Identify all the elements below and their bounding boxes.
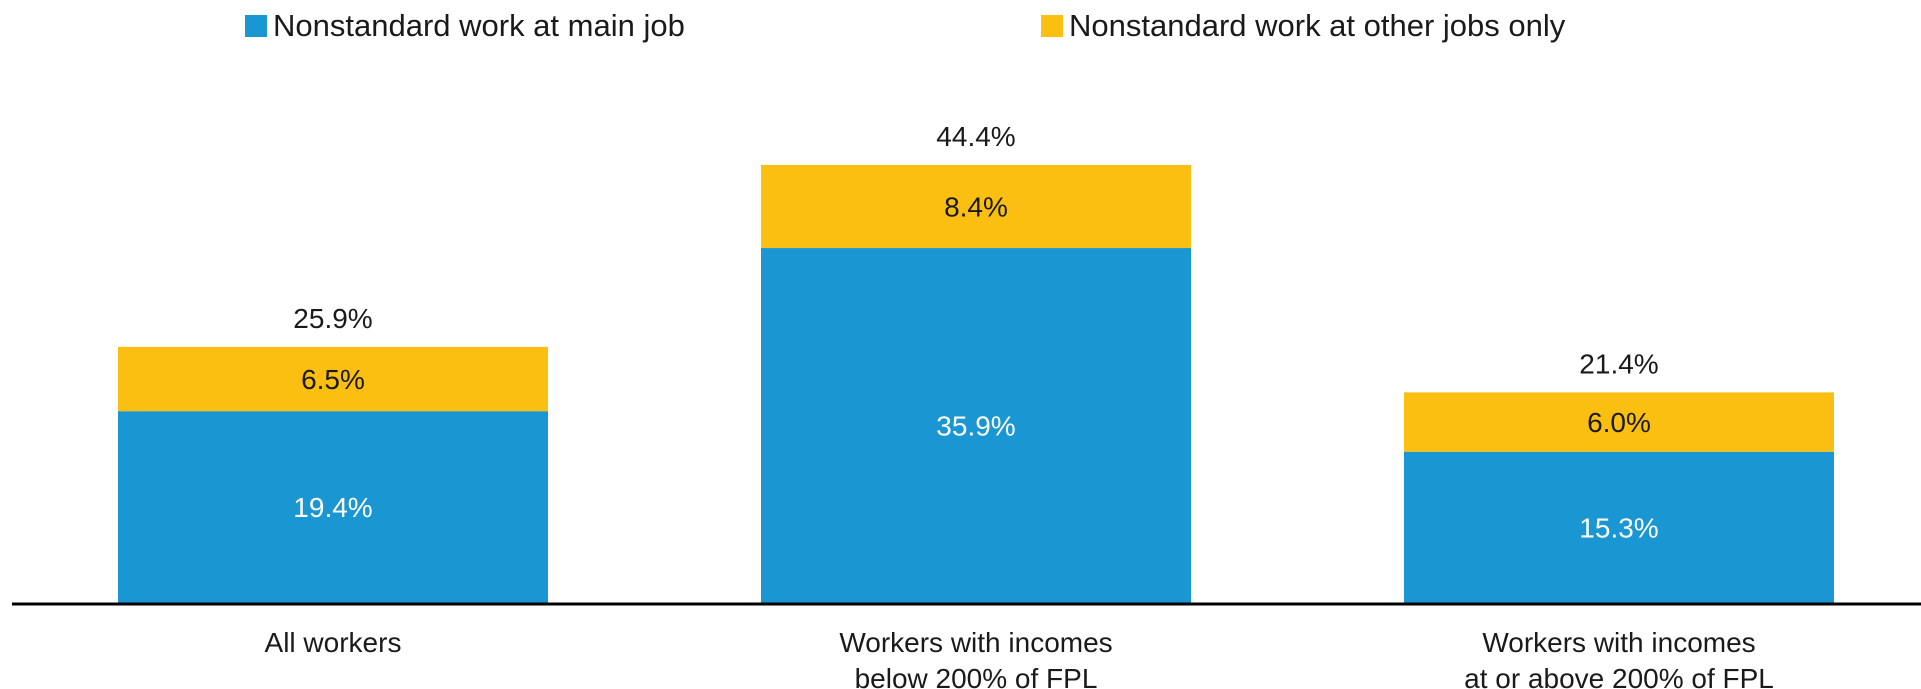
legend-label-other-jobs: Nonstandard work at other jobs only: [1069, 8, 1566, 43]
legend-swatch-other-jobs: [1041, 15, 1063, 37]
data-label-main-job-2: 15.3%: [1579, 512, 1658, 543]
bar-segment-other-jobs-2: [1404, 392, 1834, 452]
total-label-1: 44.4%: [936, 121, 1015, 152]
bar-segment-main-job-1: [761, 248, 1191, 603]
category-label-2-line-1: at or above 200% of FPL: [1464, 663, 1774, 689]
data-label-main-job-0: 19.4%: [293, 492, 372, 523]
category-label-2-line-0: Workers with incomes: [1482, 627, 1755, 658]
data-label-other-jobs-2: 6.0%: [1587, 407, 1651, 438]
bar-segment-other-jobs-0: [118, 346, 548, 412]
legend-label-main-job: Nonstandard work at main job: [273, 8, 685, 43]
bar-segment-main-job-0: [118, 411, 548, 603]
category-label-0: All workers: [265, 627, 402, 658]
legend-item-other-jobs: Nonstandard work at other jobs only: [1041, 8, 1565, 44]
legend-swatch-main-job: [245, 15, 267, 37]
legend-item-main-job: Nonstandard work at main job: [245, 8, 685, 44]
bar-segment-other-jobs-1: [761, 164, 1191, 249]
data-label-other-jobs-0: 6.5%: [301, 364, 365, 395]
bar-segment-main-job-2: [1404, 451, 1834, 603]
total-label-0: 25.9%: [293, 303, 372, 334]
data-label-main-job-1: 35.9%: [936, 411, 1015, 442]
category-label-1-line-1: below 200% of FPL: [855, 663, 1098, 689]
category-label-1-line-0: Workers with incomes: [839, 627, 1112, 658]
total-label-2: 21.4%: [1579, 348, 1658, 379]
legend: Nonstandard work at main job Nonstandard…: [0, 8, 1921, 52]
data-label-other-jobs-1: 8.4%: [944, 192, 1008, 223]
